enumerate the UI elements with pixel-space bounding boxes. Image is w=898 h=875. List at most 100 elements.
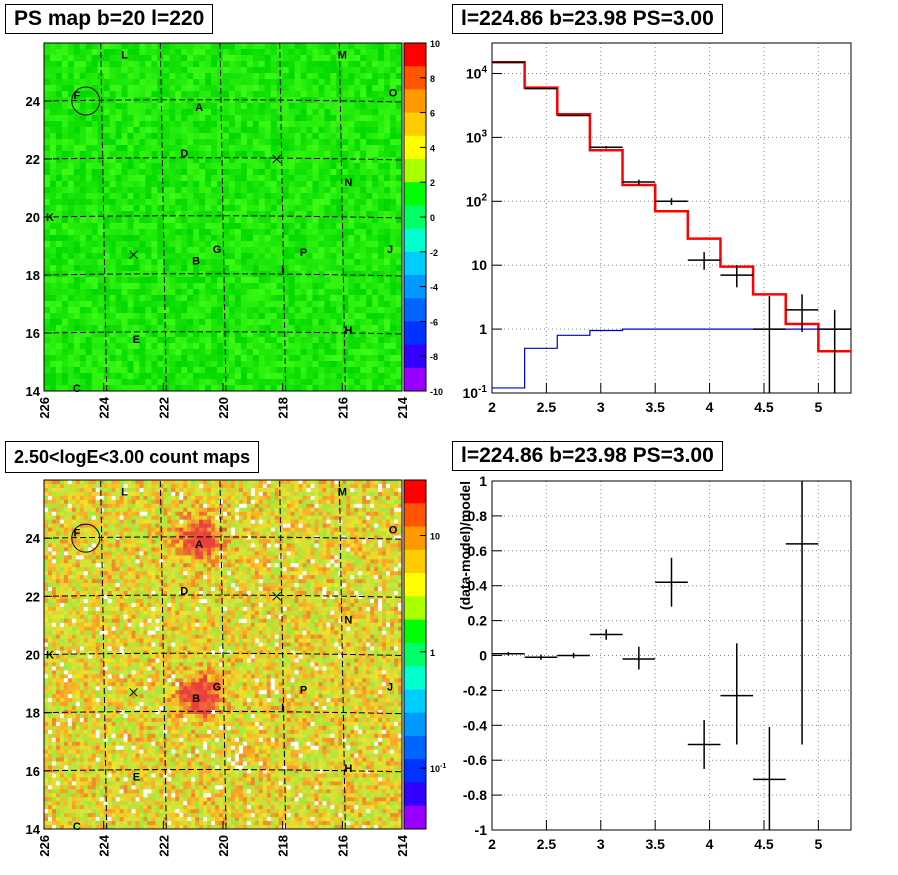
heatmap-cell <box>342 229 349 236</box>
heatmap-cell <box>109 49 116 56</box>
heatmap-cell <box>288 307 295 314</box>
heatmap-cell <box>55 547 61 552</box>
heatmap-cell <box>181 121 188 128</box>
heatmap-cell <box>294 187 301 194</box>
heatmap-cell <box>157 313 164 320</box>
heatmap-cell <box>288 223 295 230</box>
heatmap-cell <box>121 175 128 182</box>
heatmap-cell <box>342 163 349 170</box>
heatmap-cell <box>49 73 57 80</box>
heatmap-cell <box>59 729 65 735</box>
heatmap-cell <box>44 235 51 242</box>
heatmap-cell <box>79 211 87 218</box>
heatmap-cell <box>390 133 397 140</box>
heatmap-cell <box>75 761 81 766</box>
heatmap-cell <box>366 91 373 98</box>
heatmap-cell <box>396 151 403 158</box>
heatmap-cell <box>348 271 355 278</box>
heatmap-cell <box>342 49 349 56</box>
heatmap-cell <box>234 223 242 230</box>
heatmap-cell <box>294 253 301 260</box>
heatmap-cell <box>234 163 242 170</box>
heatmap-cell <box>55 241 63 248</box>
heatmap-cell <box>79 765 85 770</box>
heatmap-cell <box>246 241 254 248</box>
heatmap-cell <box>169 199 176 206</box>
heatmap-cell <box>181 277 188 284</box>
heatmap-cell <box>95 511 101 517</box>
heatmap-cell <box>324 229 331 236</box>
heatmap-cell <box>51 495 57 501</box>
heatmap-cell <box>211 247 218 254</box>
heatmap-cell <box>71 610 77 616</box>
heatmap-cell <box>121 109 128 116</box>
heatmap-cell <box>67 361 75 368</box>
heatmap-cell <box>99 706 105 711</box>
heatmap-cell <box>95 682 101 687</box>
heatmap-cell <box>324 301 331 308</box>
heatmap-cell <box>372 367 379 374</box>
heatmap-cell <box>55 331 63 338</box>
heatmap-cell <box>342 301 349 308</box>
heatmap-cell <box>240 91 248 98</box>
heatmap-cell <box>99 654 105 659</box>
heatmap-cell <box>360 85 367 92</box>
heatmap-cell <box>67 733 73 739</box>
heatmap-cell <box>127 127 134 134</box>
heatmap-cell <box>270 205 278 212</box>
heatmap-cell <box>85 55 93 62</box>
heatmap-cell <box>193 223 200 230</box>
heatmap-cell <box>91 825 97 830</box>
heatmap-cell <box>133 385 140 392</box>
heatmap-cell <box>276 361 284 368</box>
heatmap-cell <box>193 49 200 56</box>
heatmap-cell <box>228 271 236 278</box>
heatmap-cell <box>79 571 85 576</box>
heatmap-cell <box>258 55 266 62</box>
heatmap-cell <box>151 49 158 56</box>
heatmap-cell <box>95 658 101 663</box>
heatmap-cell <box>228 199 236 206</box>
heatmap-cell <box>121 43 128 50</box>
heatmap-cell <box>87 515 93 521</box>
heatmap-cell <box>217 373 224 380</box>
x-tick-label: 220 <box>216 397 231 419</box>
heatmap-cell <box>79 630 85 636</box>
heatmap-cell <box>199 235 206 242</box>
heatmap-cell <box>342 187 349 194</box>
heatmap-cell <box>324 319 331 326</box>
heatmap-cell <box>336 163 343 170</box>
heatmap-cell <box>61 307 69 314</box>
heatmap-cell <box>71 511 77 517</box>
heatmap-cell <box>270 247 278 254</box>
colorbar-swatch <box>404 182 426 206</box>
heatmap-cell <box>49 259 57 266</box>
heatmap-cell <box>44 713 49 719</box>
heatmap-cell <box>103 325 111 332</box>
heatmap-cell <box>348 49 355 56</box>
heatmap-cell <box>163 163 170 170</box>
heatmap-cell <box>354 199 361 206</box>
heatmap-cell <box>75 781 81 786</box>
heatmap-cell <box>139 217 146 224</box>
heatmap-cell <box>378 289 385 296</box>
heatmap-cell <box>67 805 73 810</box>
heatmap-cell <box>95 761 101 766</box>
heatmap-cell <box>83 515 89 521</box>
heatmap-cell <box>211 307 218 314</box>
heatmap-cell <box>157 121 164 128</box>
heatmap-cell <box>79 717 85 723</box>
heatmap-cell <box>51 793 57 798</box>
heatmap-cell <box>175 223 182 230</box>
heatmap-cell <box>348 115 355 122</box>
heatmap-cell <box>205 307 212 314</box>
heatmap-cell <box>246 199 254 206</box>
heatmap-cell <box>63 725 69 731</box>
heatmap-cell <box>270 73 278 80</box>
heatmap-cell <box>99 622 105 628</box>
heatmap-cell <box>360 223 367 230</box>
heatmap-cell <box>193 181 200 188</box>
heatmap-cell <box>59 698 65 703</box>
heatmap-cell <box>51 559 57 564</box>
heatmap-cell <box>127 73 134 80</box>
